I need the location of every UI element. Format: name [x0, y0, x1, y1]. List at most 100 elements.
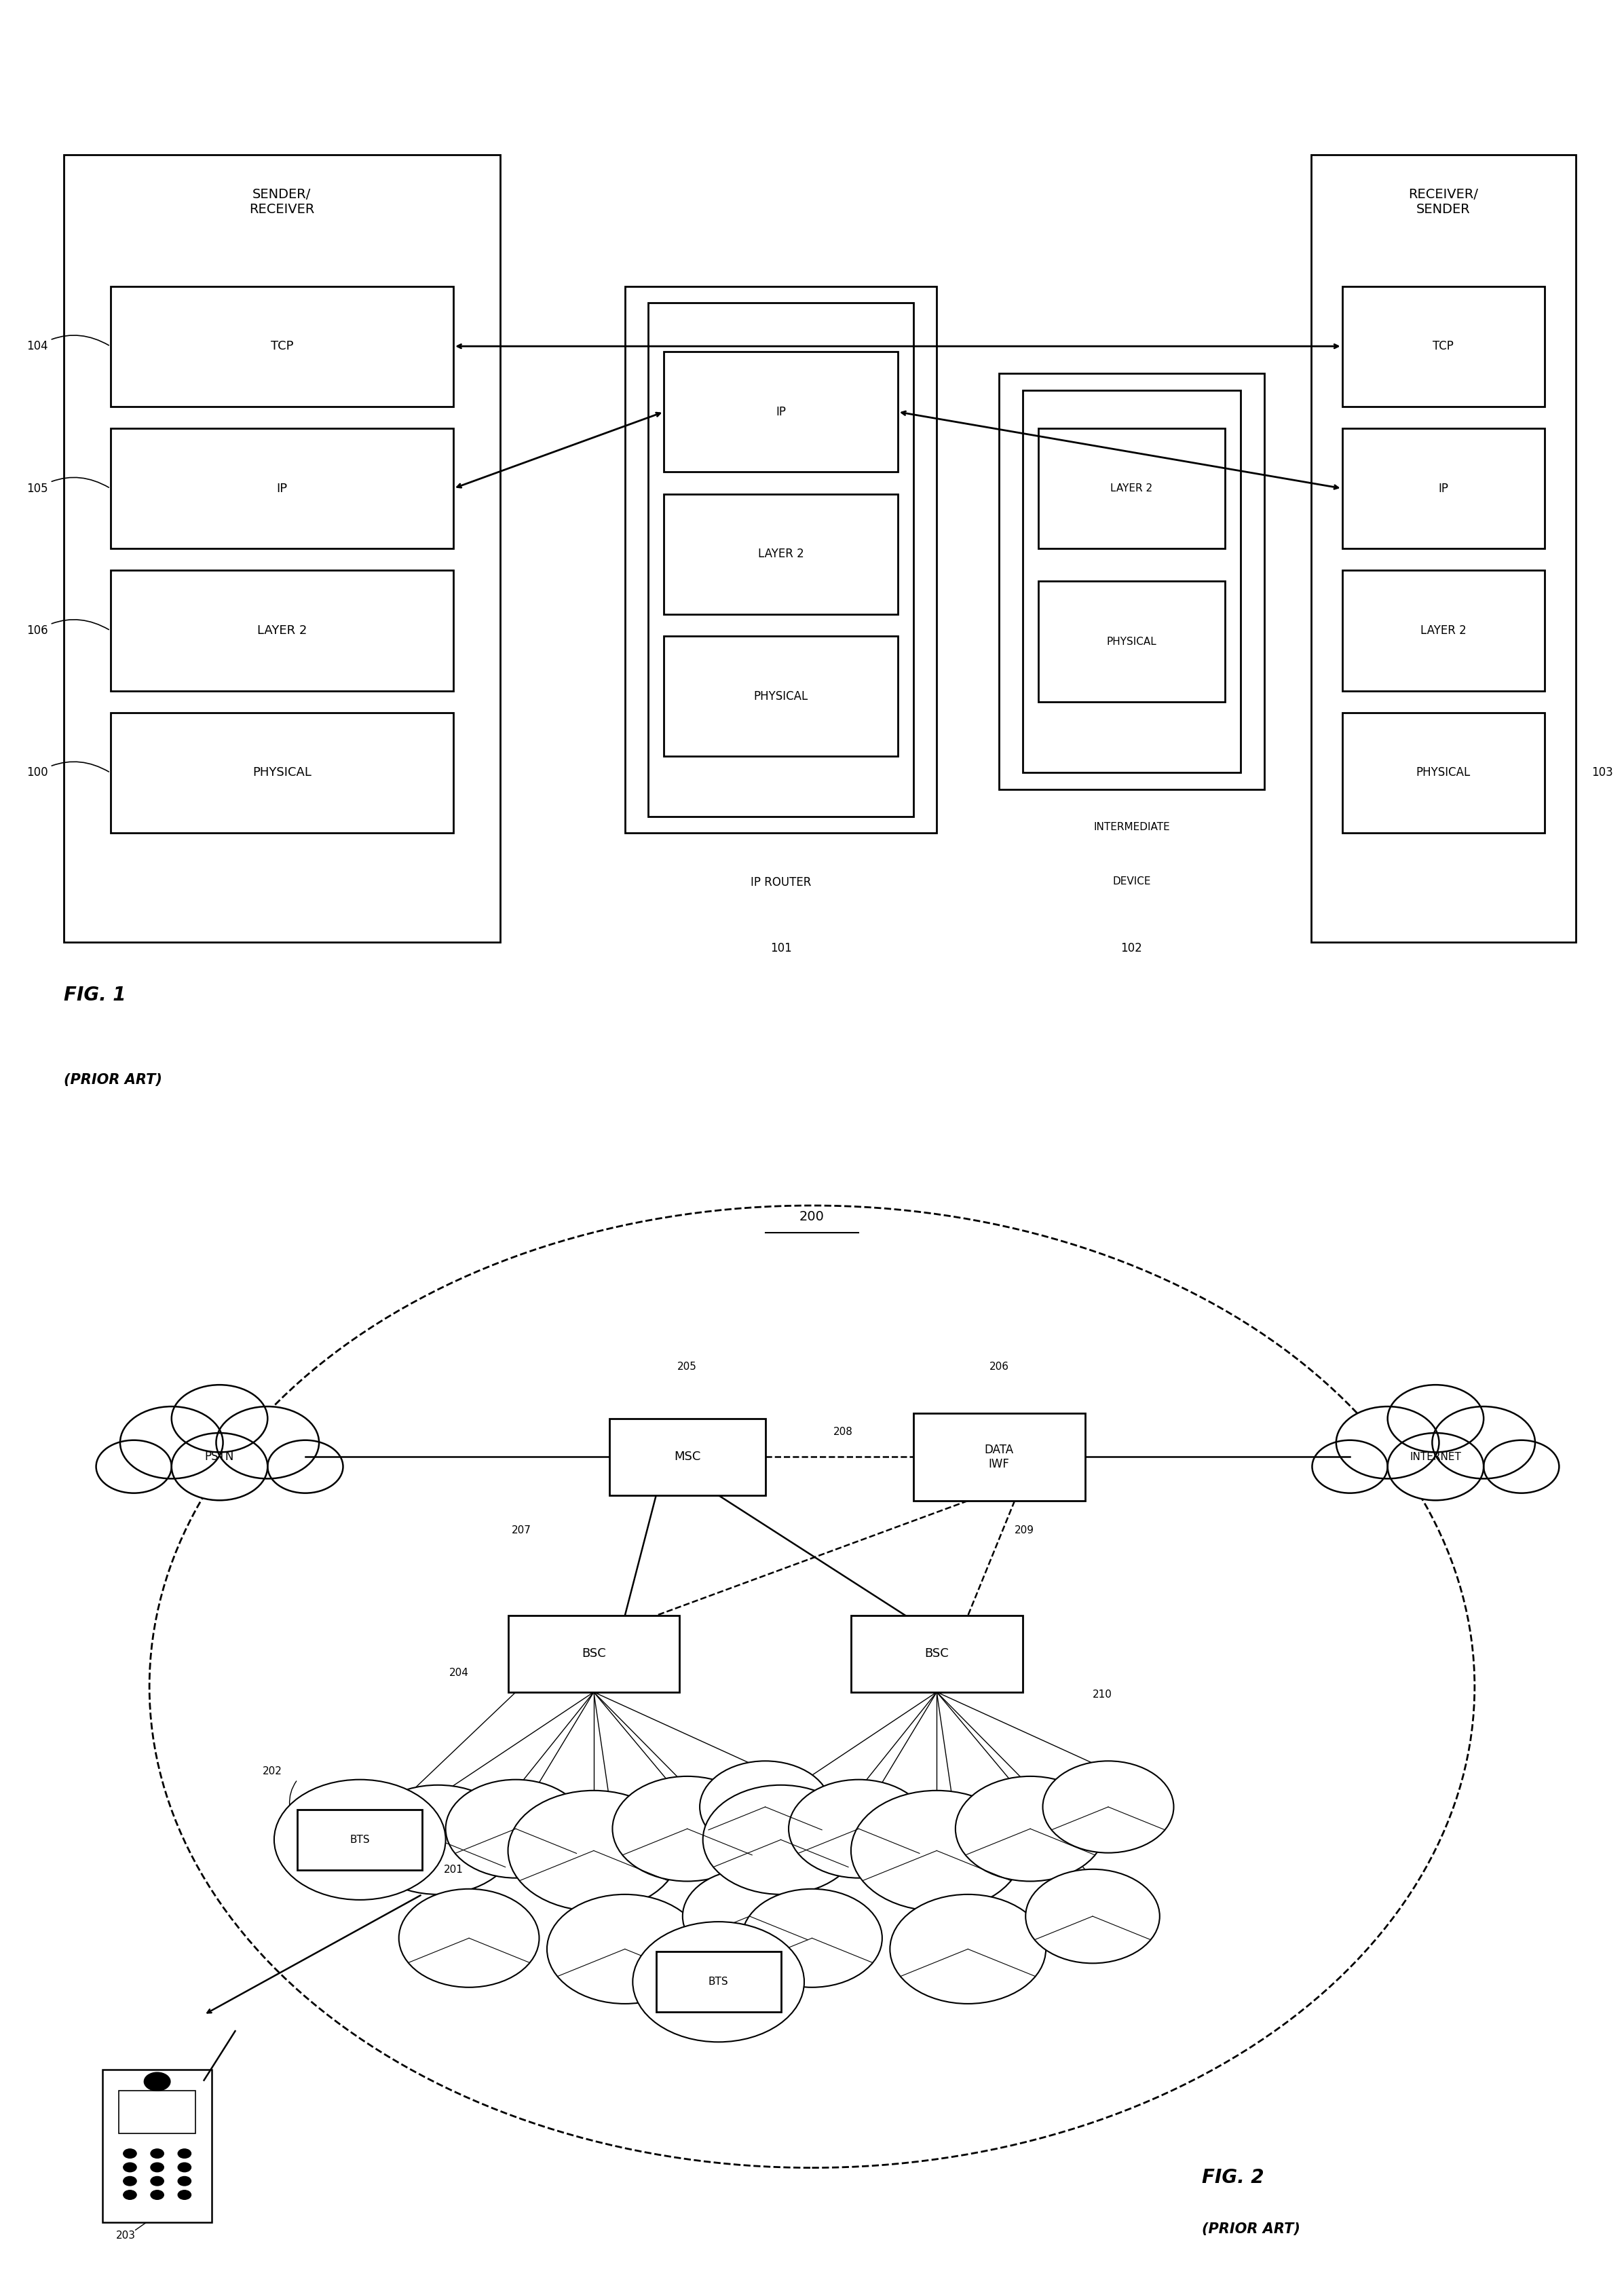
- Text: 202: 202: [263, 1765, 283, 1777]
- Text: PHYSICAL: PHYSICAL: [754, 690, 809, 702]
- Text: 200: 200: [799, 1210, 825, 1223]
- Circle shape: [96, 1440, 172, 1492]
- Circle shape: [851, 1791, 1023, 1911]
- Circle shape: [274, 1779, 445, 1900]
- Circle shape: [682, 1870, 817, 1964]
- Bar: [625, 287, 937, 834]
- Text: BSC: BSC: [581, 1647, 606, 1661]
- Text: 201: 201: [443, 1863, 463, 1875]
- Text: BTS: BTS: [708, 1977, 729, 1986]
- Circle shape: [1312, 1440, 1387, 1492]
- Circle shape: [1484, 1440, 1559, 1492]
- Circle shape: [1432, 1406, 1535, 1478]
- Text: BTS: BTS: [349, 1834, 370, 1845]
- Bar: [297, 1809, 422, 1870]
- Text: 208: 208: [833, 1426, 853, 1437]
- Bar: [999, 374, 1263, 788]
- Circle shape: [1337, 1406, 1439, 1478]
- Bar: [508, 1615, 679, 1693]
- Circle shape: [1387, 1433, 1484, 1501]
- Bar: [648, 303, 913, 816]
- Text: IP: IP: [776, 405, 786, 417]
- Circle shape: [890, 1895, 1046, 2005]
- Text: PHYSICAL: PHYSICAL: [1106, 636, 1156, 647]
- Text: IP: IP: [276, 483, 287, 494]
- Text: DEVICE: DEVICE: [1112, 877, 1151, 886]
- Text: 102: 102: [1121, 943, 1142, 954]
- Text: PHYSICAL: PHYSICAL: [1416, 768, 1471, 779]
- Bar: [609, 1419, 765, 1494]
- Text: 101: 101: [770, 943, 791, 954]
- Text: DATA
IWF: DATA IWF: [984, 1444, 1013, 1469]
- Text: BSC: BSC: [924, 1647, 948, 1661]
- Text: 210: 210: [1093, 1690, 1112, 1699]
- Circle shape: [179, 2189, 192, 2201]
- Text: 106: 106: [26, 620, 109, 636]
- Text: 203: 203: [117, 2230, 136, 2242]
- Circle shape: [742, 1888, 882, 1986]
- Circle shape: [179, 2148, 192, 2157]
- Circle shape: [361, 1786, 516, 1895]
- Circle shape: [123, 2189, 136, 2201]
- Circle shape: [172, 1433, 268, 1501]
- Text: LAYER 2: LAYER 2: [1111, 483, 1153, 494]
- Circle shape: [445, 1779, 586, 1877]
- Text: (PRIOR ART): (PRIOR ART): [1202, 2223, 1301, 2237]
- Circle shape: [179, 2175, 192, 2185]
- Text: (PRIOR ART): (PRIOR ART): [63, 1073, 162, 1087]
- Bar: [664, 351, 898, 472]
- Circle shape: [1387, 1385, 1484, 1451]
- Circle shape: [633, 1923, 804, 2041]
- Text: 105: 105: [26, 478, 109, 494]
- Circle shape: [789, 1779, 929, 1877]
- Circle shape: [151, 2162, 164, 2171]
- Text: TCP: TCP: [271, 339, 294, 353]
- Text: 103: 103: [1592, 768, 1613, 779]
- Circle shape: [955, 1777, 1104, 1882]
- Text: 205: 205: [677, 1362, 697, 1371]
- Bar: [1023, 390, 1241, 772]
- Bar: [913, 1412, 1085, 1501]
- Circle shape: [120, 1406, 222, 1478]
- Text: 100: 100: [26, 761, 109, 779]
- Text: LAYER 2: LAYER 2: [1421, 624, 1466, 636]
- Circle shape: [123, 2148, 136, 2157]
- Text: PSTN: PSTN: [205, 1451, 234, 1462]
- Text: PHYSICAL: PHYSICAL: [252, 768, 312, 779]
- Text: 209: 209: [1015, 1526, 1034, 1535]
- Bar: [664, 494, 898, 615]
- Circle shape: [1026, 1870, 1160, 1964]
- Bar: [110, 570, 453, 690]
- Circle shape: [179, 2162, 192, 2171]
- Circle shape: [700, 1761, 831, 1852]
- Circle shape: [268, 1440, 343, 1492]
- Bar: [851, 1615, 1023, 1693]
- Circle shape: [703, 1786, 859, 1895]
- Bar: [110, 428, 453, 549]
- Bar: [1341, 287, 1544, 405]
- Text: 104: 104: [26, 335, 109, 353]
- Bar: [110, 287, 453, 405]
- Bar: [1341, 570, 1544, 690]
- Circle shape: [145, 2073, 171, 2091]
- Text: FIG. 1: FIG. 1: [63, 986, 125, 1005]
- Text: LAYER 2: LAYER 2: [758, 549, 804, 560]
- Bar: [1038, 428, 1224, 549]
- Bar: [1311, 155, 1575, 943]
- Circle shape: [216, 1406, 318, 1478]
- Circle shape: [1043, 1761, 1174, 1852]
- Circle shape: [151, 2175, 164, 2185]
- Bar: [656, 1952, 781, 2011]
- Bar: [102, 2068, 211, 2223]
- Circle shape: [151, 2189, 164, 2201]
- Bar: [119, 2091, 195, 2134]
- Text: MSC: MSC: [674, 1451, 700, 1462]
- Text: 207: 207: [512, 1526, 531, 1535]
- Circle shape: [151, 2148, 164, 2157]
- Circle shape: [400, 1888, 539, 1986]
- Bar: [664, 636, 898, 756]
- Circle shape: [123, 2175, 136, 2185]
- Text: LAYER 2: LAYER 2: [257, 624, 307, 636]
- Bar: [1341, 713, 1544, 834]
- Circle shape: [508, 1791, 679, 1911]
